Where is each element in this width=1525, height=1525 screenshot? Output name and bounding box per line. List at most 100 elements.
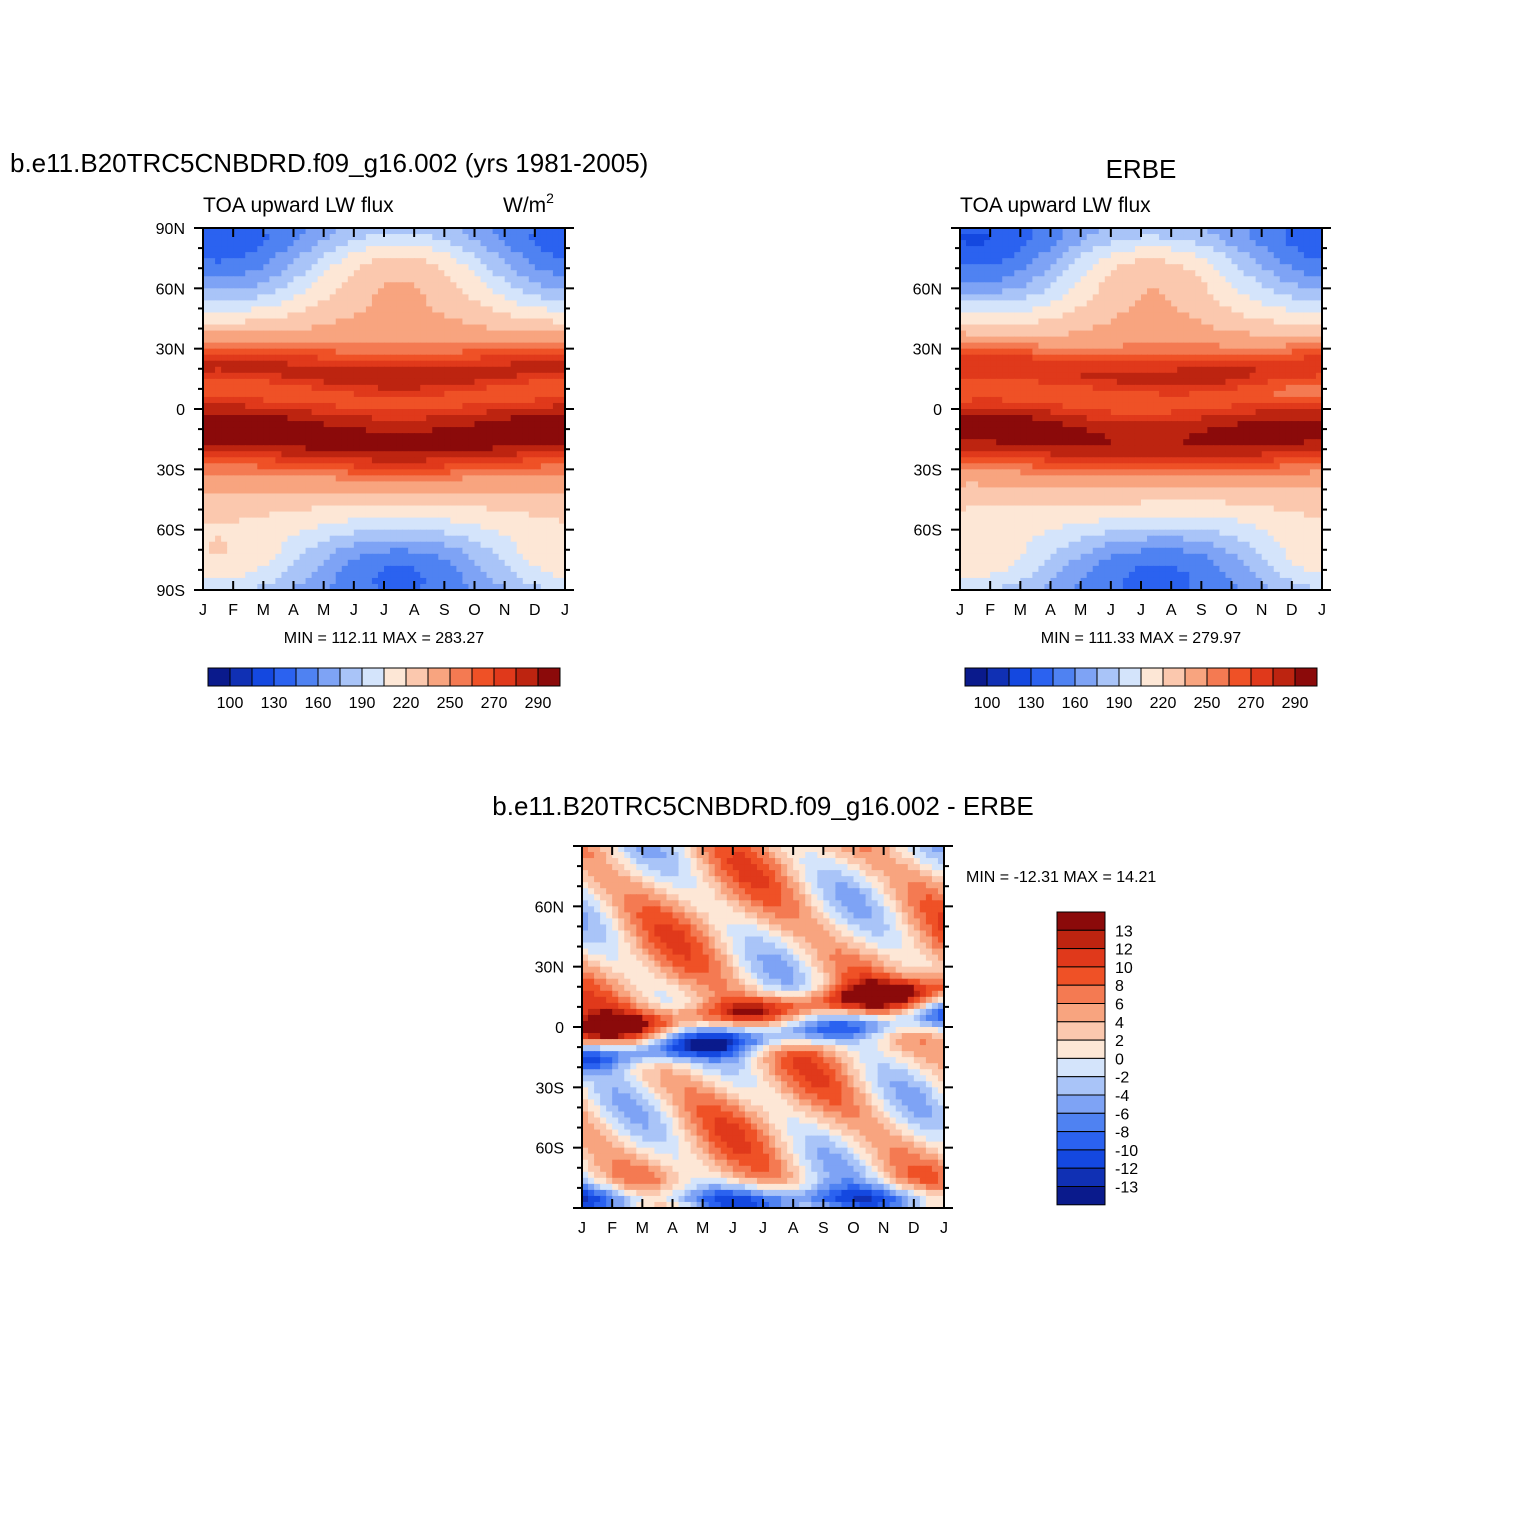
contour-cell xyxy=(444,415,451,422)
contour-cell xyxy=(305,378,313,386)
contour-cell xyxy=(504,529,512,537)
contour-cell xyxy=(215,378,222,386)
contour-cell xyxy=(558,390,565,398)
contour-cell xyxy=(516,475,524,482)
contour-cell xyxy=(1080,312,1088,320)
contour-cell xyxy=(1303,282,1311,289)
contour-cell xyxy=(1122,312,1130,320)
contour-cell xyxy=(377,445,385,452)
contour-cell xyxy=(456,264,464,271)
contour-cell xyxy=(347,396,355,404)
contour-cell xyxy=(293,336,301,344)
contour-cell xyxy=(552,402,560,410)
contour-cell xyxy=(462,583,470,590)
contour-cell xyxy=(402,571,409,579)
contour-cell xyxy=(269,493,276,501)
contour-cell xyxy=(341,559,349,567)
contour-cell xyxy=(456,469,464,476)
contour-cell xyxy=(293,517,301,525)
contour-cell xyxy=(293,577,301,585)
contour-cell xyxy=(263,577,270,585)
contour-cell xyxy=(1225,288,1233,295)
contour-cell xyxy=(516,577,524,585)
contour-cell xyxy=(353,457,361,464)
contour-cell xyxy=(257,553,264,561)
contour-cell xyxy=(558,318,565,326)
contour-cell xyxy=(408,324,415,332)
contour-cell xyxy=(293,571,301,579)
contour-cell xyxy=(552,294,560,301)
contour-cell xyxy=(1237,306,1245,314)
contour-cell xyxy=(432,264,439,271)
contour-cell xyxy=(1255,312,1263,320)
contour-cell xyxy=(1032,252,1040,259)
contour-cell xyxy=(227,300,234,308)
contour-cell xyxy=(510,252,518,259)
contour-cell xyxy=(1098,336,1106,344)
contour-cell xyxy=(426,240,433,247)
contour-cell xyxy=(221,481,228,489)
contour-cell xyxy=(1141,288,1148,295)
contour-cell xyxy=(377,288,385,295)
contour-cell xyxy=(317,234,325,241)
contour-cell xyxy=(215,234,222,241)
contour-cell xyxy=(516,457,524,464)
contour-cell xyxy=(528,457,536,464)
contour-cell xyxy=(1050,246,1058,253)
contour-cell xyxy=(414,396,421,404)
contour-cell xyxy=(390,366,397,374)
contour-cell xyxy=(1092,342,1100,350)
contour-cell xyxy=(1086,342,1094,350)
contour-cell xyxy=(966,336,973,344)
contour-cell xyxy=(329,312,337,320)
contour-cell xyxy=(1315,342,1322,350)
contour-cell xyxy=(528,336,536,344)
contour-cell xyxy=(1267,336,1275,344)
contour-cell xyxy=(420,354,427,362)
contour-cell xyxy=(396,330,403,338)
contour-cell xyxy=(1116,252,1124,259)
contour-cell xyxy=(414,469,421,476)
contour-cell xyxy=(486,469,494,476)
contour-cell xyxy=(299,571,307,579)
contour-cell xyxy=(1231,288,1239,295)
contour-cell xyxy=(396,366,403,374)
contour-cell xyxy=(257,457,264,464)
contour-cell xyxy=(371,577,379,585)
contour-cell xyxy=(227,409,234,416)
contour-cell xyxy=(1303,294,1311,301)
contour-cell xyxy=(498,571,506,579)
contour-cell xyxy=(1261,234,1269,241)
contour-cell xyxy=(1291,276,1299,283)
contour-cell xyxy=(474,270,482,277)
contour-cell xyxy=(203,469,210,476)
contour-cell xyxy=(462,559,470,567)
contour-cell xyxy=(227,234,234,241)
contour-cell xyxy=(221,306,228,314)
contour-cell xyxy=(1050,234,1058,241)
contour-cell xyxy=(347,445,355,452)
contour-cell xyxy=(1068,240,1076,247)
contour-cell xyxy=(504,246,512,253)
contour-cell xyxy=(492,378,500,386)
contour-cell xyxy=(960,294,967,301)
contour-cell xyxy=(558,469,565,476)
contour-cell xyxy=(1165,300,1172,308)
contour-cell xyxy=(546,529,554,537)
contour-cell xyxy=(522,378,530,386)
contour-cell xyxy=(203,252,210,259)
contour-cell xyxy=(1225,258,1233,265)
contour-cell xyxy=(323,354,331,362)
contour-cell xyxy=(317,396,325,404)
contour-cell xyxy=(263,378,270,386)
contour-cell xyxy=(1056,330,1064,338)
contour-cell xyxy=(245,529,252,537)
contour-cell xyxy=(209,523,216,531)
contour-cell xyxy=(420,409,427,416)
contour-cell xyxy=(492,258,500,265)
contour-cell xyxy=(492,445,500,452)
contour-cell xyxy=(233,547,240,555)
contour-cell xyxy=(408,421,415,428)
contour-cell xyxy=(233,445,240,452)
contour-cell xyxy=(1225,324,1233,332)
